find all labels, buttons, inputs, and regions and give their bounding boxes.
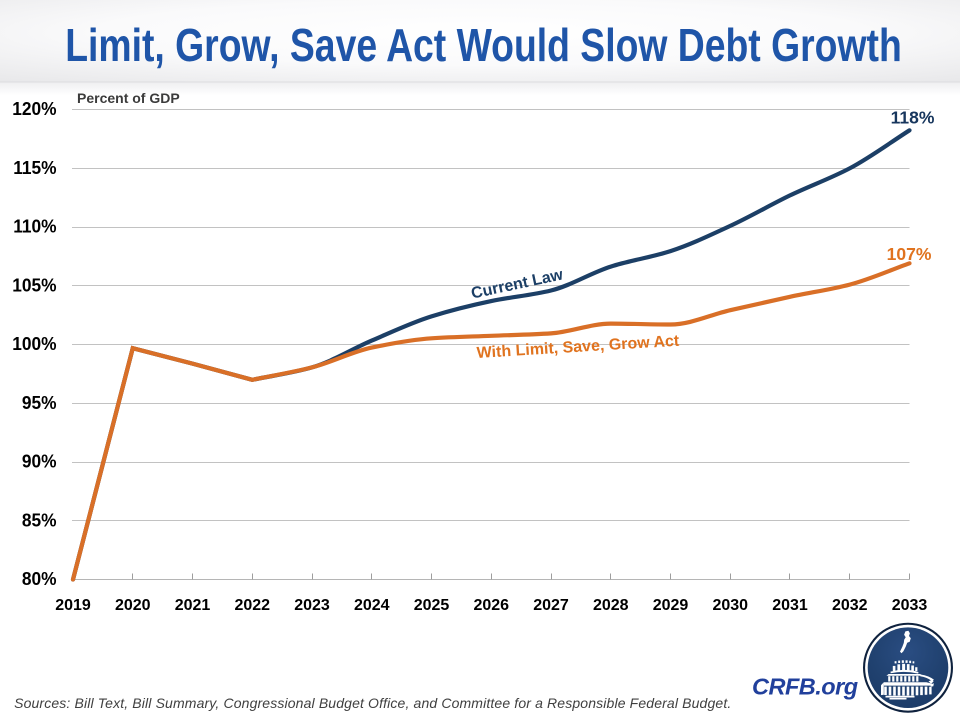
svg-text:2022: 2022 [234, 597, 270, 614]
svg-text:Percent of GDP: Percent of GDP [77, 90, 180, 106]
svg-text:2032: 2032 [832, 597, 868, 614]
svg-text:2029: 2029 [653, 597, 689, 614]
svg-text:2020: 2020 [115, 597, 151, 614]
svg-text:Limit, Grow, Save Act Would Sl: Limit, Grow, Save Act Would Slow Debt Gr… [65, 19, 902, 71]
svg-text:90%: 90% [22, 451, 57, 472]
svg-text:2028: 2028 [593, 597, 629, 614]
svg-text:118%: 118% [891, 108, 935, 128]
svg-text:CRFB.org: CRFB.org [752, 674, 858, 700]
svg-text:2025: 2025 [414, 597, 450, 614]
svg-text:2021: 2021 [175, 597, 211, 614]
svg-text:2033: 2033 [892, 597, 928, 614]
svg-text:80%: 80% [22, 568, 57, 589]
svg-text:2019: 2019 [55, 597, 91, 614]
svg-text:2023: 2023 [294, 597, 330, 614]
svg-text:110%: 110% [13, 216, 56, 237]
svg-text:100%: 100% [12, 333, 56, 354]
svg-text:2030: 2030 [712, 597, 748, 614]
svg-text:105%: 105% [12, 275, 56, 296]
svg-text:120%: 120% [12, 98, 56, 119]
svg-text:95%: 95% [22, 392, 57, 413]
svg-text:2031: 2031 [772, 597, 808, 614]
svg-text:2027: 2027 [533, 597, 569, 614]
svg-text:Sources: Bill Text, Bill Summa: Sources: Bill Text, Bill Summary, Congre… [14, 695, 731, 711]
svg-text:115%: 115% [13, 157, 56, 178]
svg-text:2024: 2024 [354, 597, 390, 614]
svg-text:2026: 2026 [473, 597, 509, 614]
svg-text:85%: 85% [22, 510, 57, 531]
svg-text:107%: 107% [887, 244, 932, 264]
